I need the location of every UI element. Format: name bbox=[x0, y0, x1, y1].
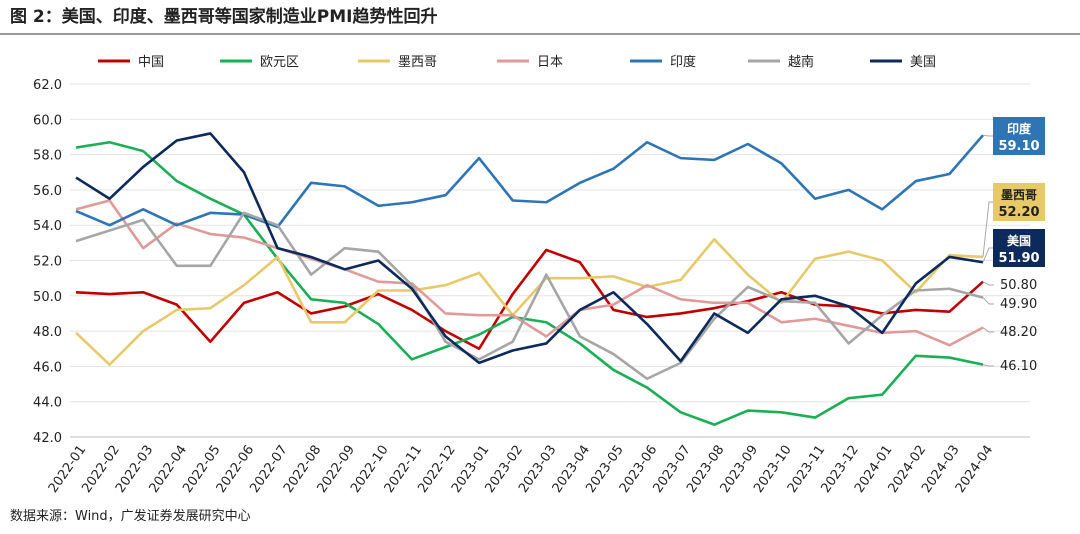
legend-label: 越南 bbox=[788, 54, 814, 70]
series-line bbox=[75, 134, 984, 229]
y-tick-label: 58.0 bbox=[33, 149, 62, 164]
legend-label: 美国 bbox=[910, 55, 936, 70]
source-note: 数据来源：Wind，广发证券发展研究中心 bbox=[10, 508, 251, 524]
series-line bbox=[75, 238, 984, 366]
y-tick-label: 56.0 bbox=[33, 184, 62, 199]
data-label: 48.20 bbox=[1000, 325, 1037, 340]
label-box bbox=[993, 229, 1045, 267]
label-connector bbox=[982, 327, 994, 333]
label-connector bbox=[982, 201, 993, 258]
data-label: 50.80 bbox=[1000, 278, 1037, 293]
series-line bbox=[75, 132, 984, 365]
series-line bbox=[75, 211, 984, 381]
series-line bbox=[75, 248, 984, 351]
label-connector bbox=[982, 297, 994, 305]
data-label: 59.10 bbox=[998, 139, 1039, 154]
y-tick-label: 44.0 bbox=[33, 396, 62, 411]
data-label: 51.90 bbox=[998, 251, 1039, 266]
label-name: 印度 bbox=[1007, 121, 1032, 136]
label-box bbox=[993, 183, 1045, 221]
y-tick-label: 42.0 bbox=[33, 431, 62, 446]
legend-label: 日本 bbox=[537, 55, 563, 70]
y-tick-label: 62.0 bbox=[33, 78, 62, 93]
y-tick-label: 48.0 bbox=[33, 325, 62, 340]
y-tick-label: 54.0 bbox=[33, 219, 62, 234]
y-tick-label: 50.0 bbox=[33, 290, 62, 305]
legend-label: 欧元区 bbox=[260, 55, 299, 70]
label-name: 美国 bbox=[1007, 233, 1031, 248]
y-tick-label: 60.0 bbox=[33, 113, 62, 128]
y-tick-label: 52.0 bbox=[33, 255, 62, 270]
legend-label: 墨西哥 bbox=[398, 55, 437, 70]
data-label: 52.20 bbox=[998, 205, 1039, 220]
data-label: 49.90 bbox=[1000, 297, 1037, 312]
label-connector bbox=[982, 281, 994, 286]
series-line bbox=[75, 140, 984, 426]
data-label: 46.10 bbox=[1000, 359, 1037, 374]
label-connector bbox=[982, 247, 993, 263]
label-connector bbox=[982, 364, 994, 367]
label-name: 墨西哥 bbox=[1001, 188, 1037, 202]
legend-label: 中国 bbox=[138, 55, 164, 70]
chart-title: 图 2：美国、印度、墨西哥等国家制造业PMI趋势性回升 bbox=[10, 6, 437, 27]
y-tick-label: 46.0 bbox=[33, 360, 62, 375]
label-connector bbox=[982, 134, 993, 137]
label-box bbox=[993, 117, 1045, 155]
legend-label: 印度 bbox=[670, 54, 696, 70]
